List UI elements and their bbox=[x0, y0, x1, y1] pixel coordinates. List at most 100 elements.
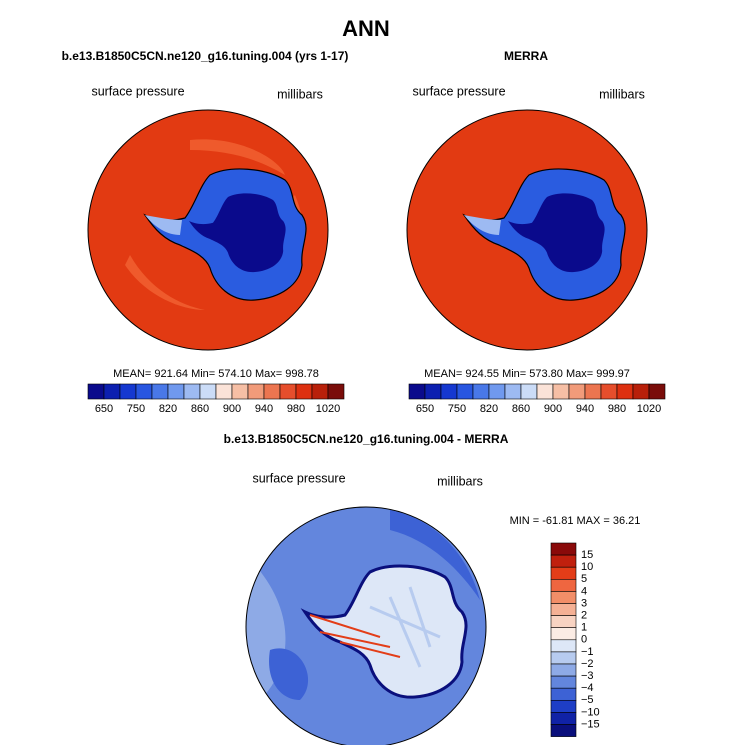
colorbar-box bbox=[600, 383, 618, 400]
colorbar-box bbox=[327, 383, 345, 400]
colorbar-label: 750 bbox=[448, 403, 466, 415]
colorbar-box bbox=[456, 383, 474, 400]
colorbar-box bbox=[550, 651, 577, 665]
colorbar-label: 860 bbox=[512, 403, 530, 415]
colorbar-box bbox=[550, 699, 577, 713]
colorbar-box bbox=[263, 383, 281, 400]
colorbar-label: 980 bbox=[287, 403, 305, 415]
colorbar-label: 980 bbox=[608, 403, 626, 415]
colorbar-label: 900 bbox=[223, 403, 241, 415]
map-border bbox=[245, 506, 487, 745]
colorbar-box bbox=[424, 383, 442, 400]
colorbar-box bbox=[616, 383, 634, 400]
map bbox=[407, 110, 647, 350]
colorbar-box bbox=[151, 383, 169, 400]
map bbox=[88, 110, 328, 350]
colorbar-label: 2 bbox=[581, 610, 587, 622]
map-border bbox=[406, 109, 648, 351]
colorbar-box bbox=[550, 675, 577, 689]
right-label: millibars bbox=[437, 474, 483, 488]
colorbar-label: 0 bbox=[581, 634, 587, 646]
colorbar-box bbox=[550, 603, 577, 616]
colorbar-label: 650 bbox=[95, 403, 113, 415]
colorbar-label: 4 bbox=[581, 585, 587, 597]
figure-title: ANN bbox=[342, 16, 390, 41]
colorbar-box bbox=[295, 383, 313, 400]
colorbar-label: 5 bbox=[581, 573, 587, 585]
colorbar-label: 900 bbox=[544, 403, 562, 415]
colorbar-box bbox=[408, 383, 426, 400]
colorbar-box bbox=[550, 591, 577, 604]
map bbox=[246, 507, 486, 745]
colorbar-box bbox=[550, 554, 577, 568]
stats: MEAN= 924.55 Min= 573.80 Max= 999.97 bbox=[424, 368, 630, 380]
colorbar-box bbox=[472, 383, 490, 400]
colorbar-box bbox=[550, 566, 577, 580]
colorbar-box bbox=[199, 383, 217, 400]
colorbar-label: 820 bbox=[159, 403, 177, 415]
colorbar-label: 1 bbox=[581, 622, 587, 634]
colorbar-box bbox=[550, 687, 577, 701]
colorbar-box bbox=[119, 383, 137, 400]
colorbar-label: −3 bbox=[581, 670, 594, 682]
colorbar-box bbox=[520, 383, 538, 400]
colorbar-label: −15 bbox=[581, 718, 600, 730]
left-label: surface pressure bbox=[412, 84, 505, 98]
colorbar-box bbox=[550, 639, 577, 653]
colorbar-box bbox=[536, 383, 554, 400]
stats: MEAN= 921.64 Min= 574.10 Max= 998.78 bbox=[113, 368, 319, 380]
colorbar-label: 650 bbox=[416, 403, 434, 415]
colorbar-box bbox=[488, 383, 506, 400]
left-label: surface pressure bbox=[252, 471, 345, 485]
colorbar-box bbox=[247, 383, 265, 400]
colorbar-label: 15 bbox=[581, 549, 593, 561]
colorbar-box bbox=[87, 383, 105, 400]
colorbar-label: −5 bbox=[581, 694, 594, 706]
colorbar-box bbox=[648, 383, 666, 400]
colorbar-label: −4 bbox=[581, 682, 594, 694]
colorbar-box bbox=[568, 383, 586, 400]
colorbar-box bbox=[550, 712, 577, 725]
panel-subtitle: b.e13.B1850C5CN.ne120_g16.tuning.004 - M… bbox=[224, 432, 509, 446]
colorbar-box bbox=[550, 615, 577, 628]
colorbar-box bbox=[279, 383, 297, 400]
panel-subtitle: MERRA bbox=[504, 49, 548, 63]
colorbar-label: 940 bbox=[255, 403, 273, 415]
map-border bbox=[87, 109, 329, 351]
colorbar-label: 1020 bbox=[316, 403, 340, 415]
colorbar-box bbox=[550, 542, 577, 556]
colorbar-label: 940 bbox=[576, 403, 594, 415]
colorbar-label: −10 bbox=[581, 706, 600, 718]
colorbar-label: 10 bbox=[581, 561, 593, 573]
colorbar: 650 750 820 860 900 940 980 1020 bbox=[87, 383, 345, 415]
colorbar: 650 750 820 860 900 940 980 1020 bbox=[408, 383, 666, 415]
colorbar-label: 750 bbox=[127, 403, 145, 415]
colorbar-box bbox=[440, 383, 458, 400]
colorbar-box bbox=[550, 578, 577, 592]
colorbar-box bbox=[632, 383, 650, 400]
colorbar-box bbox=[183, 383, 201, 400]
stats: MIN = -61.81 MAX = 36.21 bbox=[510, 515, 641, 527]
left-label: surface pressure bbox=[91, 84, 184, 98]
panel-subtitle: b.e13.B1850C5CN.ne120_g16.tuning.004 (yr… bbox=[62, 49, 349, 63]
colorbar-box bbox=[135, 383, 153, 400]
colorbar-box bbox=[311, 383, 329, 400]
colorbar-label: 1020 bbox=[637, 403, 661, 415]
colorbar-box bbox=[550, 724, 577, 737]
colorbar-box bbox=[584, 383, 602, 400]
colorbar-box bbox=[550, 627, 577, 641]
colorbar-label: −2 bbox=[581, 658, 594, 670]
colorbar-box bbox=[167, 383, 185, 400]
colorbar-box bbox=[504, 383, 522, 400]
colorbar-label: 3 bbox=[581, 597, 587, 609]
right-label: millibars bbox=[599, 87, 645, 101]
colorbar-box bbox=[552, 383, 570, 400]
colorbar-box bbox=[103, 383, 121, 400]
right-label: millibars bbox=[277, 87, 323, 101]
colorbar-label: 860 bbox=[191, 403, 209, 415]
colorbar-box bbox=[550, 663, 577, 677]
colorbar-label: −1 bbox=[581, 646, 594, 658]
